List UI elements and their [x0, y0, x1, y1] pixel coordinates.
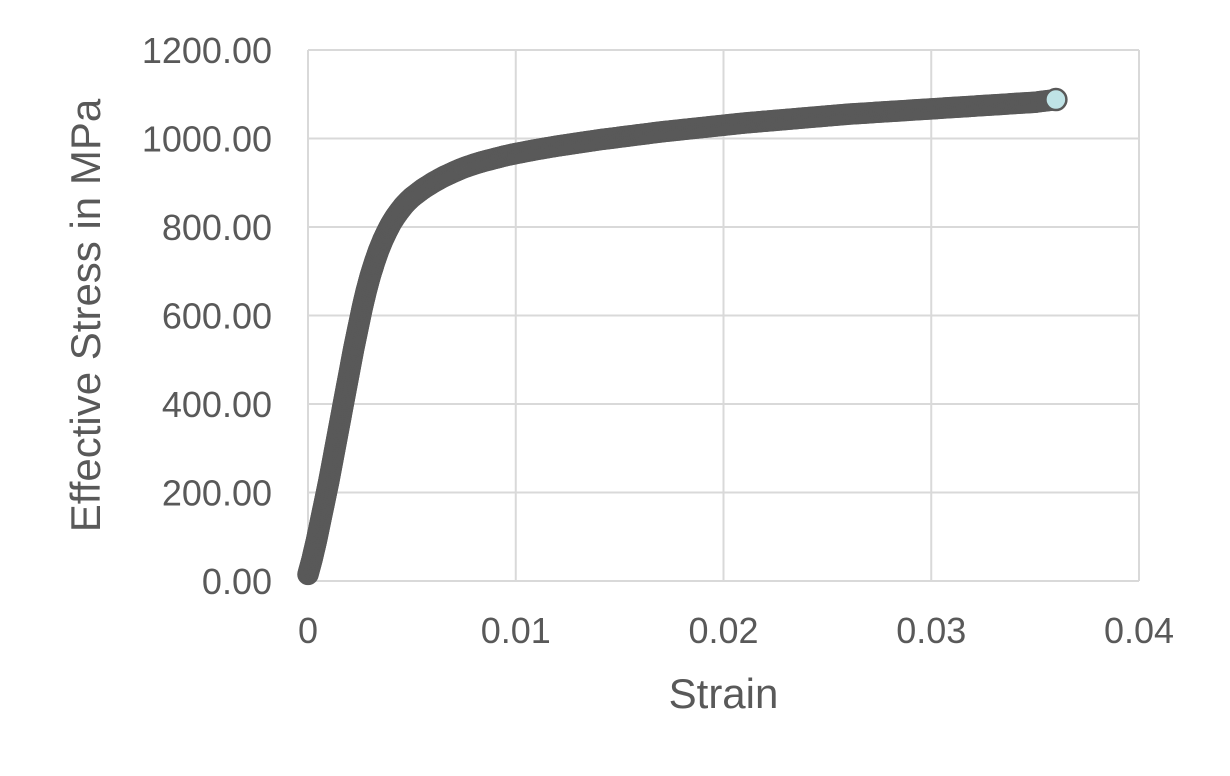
x-tick-label: 0.02	[688, 610, 758, 651]
y-tick-label: 0.00	[202, 561, 272, 602]
data-point-end	[1044, 87, 1068, 112]
y-tick-label: 1000.00	[142, 119, 272, 160]
y-tick-label: 1200.00	[142, 30, 272, 71]
gridlines	[308, 49, 1140, 581]
axes	[307, 50, 1139, 582]
y-tick-label: 400.00	[162, 384, 272, 425]
y-tick-label: 800.00	[162, 207, 272, 248]
x-tick-label: 0.01	[481, 610, 551, 651]
y-axis-title: Effective Stress in MPa	[62, 98, 109, 532]
y-tick-label: 600.00	[162, 296, 272, 337]
x-tick-label: 0.04	[1104, 610, 1174, 651]
tick-labels: 0.00 200.00 400.00 600.00 800.00 1000.00 1200.…	[142, 30, 1174, 651]
y-tick-label: 200.00	[162, 473, 272, 514]
data-points	[297, 87, 1068, 586]
x-axis-title: Strain	[669, 670, 779, 717]
x-tick-label: 0.03	[896, 610, 966, 651]
x-tick-label: 0	[298, 610, 318, 651]
